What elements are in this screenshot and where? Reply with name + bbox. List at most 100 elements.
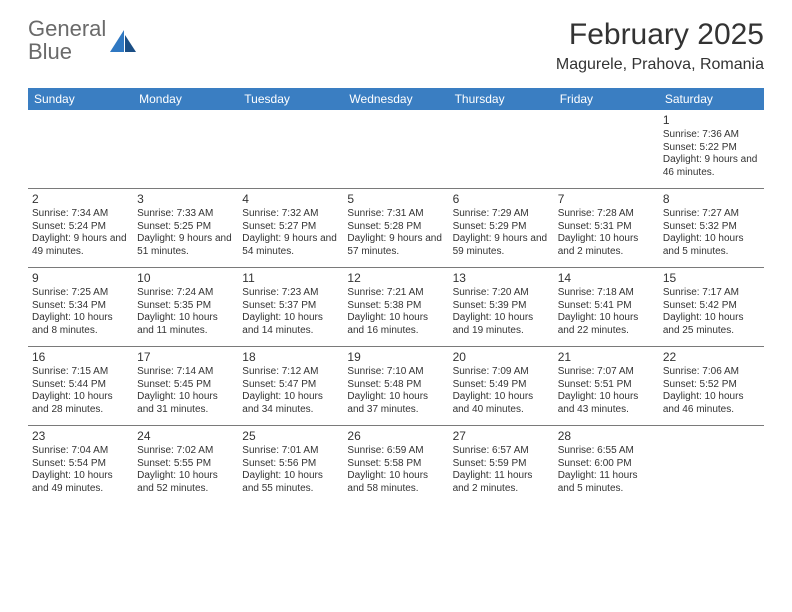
day-cell: 13Sunrise: 7:20 AMSunset: 5:39 PMDayligh… [449, 268, 554, 346]
day-number: 20 [453, 350, 550, 365]
sunset-line: Sunset: 5:56 PM [242, 458, 339, 471]
day-number: 15 [663, 271, 760, 286]
daylight-line: Daylight: 9 hours and 49 minutes. [32, 233, 129, 258]
sunset-line: Sunset: 5:55 PM [137, 458, 234, 471]
daylight-line: Daylight: 10 hours and 14 minutes. [242, 312, 339, 337]
day-number: 4 [242, 192, 339, 207]
sunset-line: Sunset: 5:42 PM [663, 300, 760, 313]
daylight-line: Daylight: 11 hours and 2 minutes. [453, 470, 550, 495]
sunset-line: Sunset: 5:29 PM [453, 221, 550, 234]
daylight-line: Daylight: 10 hours and 28 minutes. [32, 391, 129, 416]
day-cell: 11Sunrise: 7:23 AMSunset: 5:37 PMDayligh… [238, 268, 343, 346]
sunset-line: Sunset: 5:25 PM [137, 221, 234, 234]
sunset-line: Sunset: 5:44 PM [32, 379, 129, 392]
day-number: 21 [558, 350, 655, 365]
day-cell: 28Sunrise: 6:55 AMSunset: 6:00 PMDayligh… [554, 426, 659, 504]
sunrise-line: Sunrise: 7:02 AM [137, 445, 234, 458]
sunrise-line: Sunrise: 7:33 AM [137, 208, 234, 221]
topbar: General Blue February 2025 Magurele, Pra… [28, 18, 764, 74]
weekday-header: Friday [554, 88, 659, 110]
sunset-line: Sunset: 5:52 PM [663, 379, 760, 392]
sunrise-line: Sunrise: 7:24 AM [137, 287, 234, 300]
day-cell: 3Sunrise: 7:33 AMSunset: 5:25 PMDaylight… [133, 189, 238, 267]
day-cell [449, 110, 554, 188]
day-number: 22 [663, 350, 760, 365]
daylight-line: Daylight: 10 hours and 55 minutes. [242, 470, 339, 495]
logo-text-blue: Blue [28, 39, 72, 64]
sunrise-line: Sunrise: 7:15 AM [32, 366, 129, 379]
day-number: 13 [453, 271, 550, 286]
daylight-line: Daylight: 9 hours and 54 minutes. [242, 233, 339, 258]
day-cell: 7Sunrise: 7:28 AMSunset: 5:31 PMDaylight… [554, 189, 659, 267]
sunrise-line: Sunrise: 7:29 AM [453, 208, 550, 221]
sunrise-line: Sunrise: 7:34 AM [32, 208, 129, 221]
logo: General Blue [28, 18, 138, 64]
day-number: 3 [137, 192, 234, 207]
weekday-header: Thursday [449, 88, 554, 110]
day-number: 12 [347, 271, 444, 286]
day-number: 19 [347, 350, 444, 365]
daylight-line: Daylight: 10 hours and 11 minutes. [137, 312, 234, 337]
day-number: 17 [137, 350, 234, 365]
sunrise-line: Sunrise: 7:31 AM [347, 208, 444, 221]
sunrise-line: Sunrise: 7:06 AM [663, 366, 760, 379]
sunset-line: Sunset: 5:38 PM [347, 300, 444, 313]
day-number: 8 [663, 192, 760, 207]
day-cell: 19Sunrise: 7:10 AMSunset: 5:48 PMDayligh… [343, 347, 448, 425]
sunrise-line: Sunrise: 6:59 AM [347, 445, 444, 458]
sunrise-line: Sunrise: 6:55 AM [558, 445, 655, 458]
sunset-line: Sunset: 6:00 PM [558, 458, 655, 471]
sunrise-line: Sunrise: 7:36 AM [663, 129, 760, 142]
daylight-line: Daylight: 10 hours and 49 minutes. [32, 470, 129, 495]
daylight-line: Daylight: 9 hours and 57 minutes. [347, 233, 444, 258]
day-cell: 22Sunrise: 7:06 AMSunset: 5:52 PMDayligh… [659, 347, 764, 425]
day-cell: 15Sunrise: 7:17 AMSunset: 5:42 PMDayligh… [659, 268, 764, 346]
sunset-line: Sunset: 5:28 PM [347, 221, 444, 234]
title-block: February 2025 Magurele, Prahova, Romania [556, 18, 764, 74]
sunrise-line: Sunrise: 7:32 AM [242, 208, 339, 221]
logo-text-gray: General [28, 16, 106, 41]
day-number: 25 [242, 429, 339, 444]
sunset-line: Sunset: 5:31 PM [558, 221, 655, 234]
sunrise-line: Sunrise: 7:10 AM [347, 366, 444, 379]
day-cell [554, 110, 659, 188]
daylight-line: Daylight: 10 hours and 2 minutes. [558, 233, 655, 258]
daylight-line: Daylight: 10 hours and 19 minutes. [453, 312, 550, 337]
day-cell: 24Sunrise: 7:02 AMSunset: 5:55 PMDayligh… [133, 426, 238, 504]
daylight-line: Daylight: 10 hours and 22 minutes. [558, 312, 655, 337]
daylight-line: Daylight: 9 hours and 46 minutes. [663, 154, 760, 179]
calendar-weeks: 1Sunrise: 7:36 AMSunset: 5:22 PMDaylight… [28, 110, 764, 504]
weekday-header: Saturday [659, 88, 764, 110]
day-cell [133, 110, 238, 188]
daylight-line: Daylight: 10 hours and 8 minutes. [32, 312, 129, 337]
logo-text: General Blue [28, 18, 106, 64]
sunset-line: Sunset: 5:24 PM [32, 221, 129, 234]
sunset-line: Sunset: 5:54 PM [32, 458, 129, 471]
day-cell: 14Sunrise: 7:18 AMSunset: 5:41 PMDayligh… [554, 268, 659, 346]
sunrise-line: Sunrise: 7:27 AM [663, 208, 760, 221]
day-cell: 25Sunrise: 7:01 AMSunset: 5:56 PMDayligh… [238, 426, 343, 504]
day-cell: 8Sunrise: 7:27 AMSunset: 5:32 PMDaylight… [659, 189, 764, 267]
daylight-line: Daylight: 10 hours and 43 minutes. [558, 391, 655, 416]
location-text: Magurele, Prahova, Romania [556, 56, 764, 74]
daylight-line: Daylight: 11 hours and 5 minutes. [558, 470, 655, 495]
week-row: 9Sunrise: 7:25 AMSunset: 5:34 PMDaylight… [28, 267, 764, 346]
day-cell [28, 110, 133, 188]
sunrise-line: Sunrise: 7:17 AM [663, 287, 760, 300]
daylight-line: Daylight: 10 hours and 37 minutes. [347, 391, 444, 416]
weekday-header: Tuesday [238, 88, 343, 110]
day-number: 23 [32, 429, 129, 444]
sunrise-line: Sunrise: 7:04 AM [32, 445, 129, 458]
day-number: 6 [453, 192, 550, 207]
daylight-line: Daylight: 10 hours and 31 minutes. [137, 391, 234, 416]
day-number: 16 [32, 350, 129, 365]
day-cell: 4Sunrise: 7:32 AMSunset: 5:27 PMDaylight… [238, 189, 343, 267]
sunrise-line: Sunrise: 7:20 AM [453, 287, 550, 300]
day-number: 2 [32, 192, 129, 207]
sunrise-line: Sunrise: 7:21 AM [347, 287, 444, 300]
daylight-line: Daylight: 9 hours and 51 minutes. [137, 233, 234, 258]
sunrise-line: Sunrise: 7:18 AM [558, 287, 655, 300]
sunset-line: Sunset: 5:37 PM [242, 300, 339, 313]
daylight-line: Daylight: 10 hours and 46 minutes. [663, 391, 760, 416]
day-number: 26 [347, 429, 444, 444]
